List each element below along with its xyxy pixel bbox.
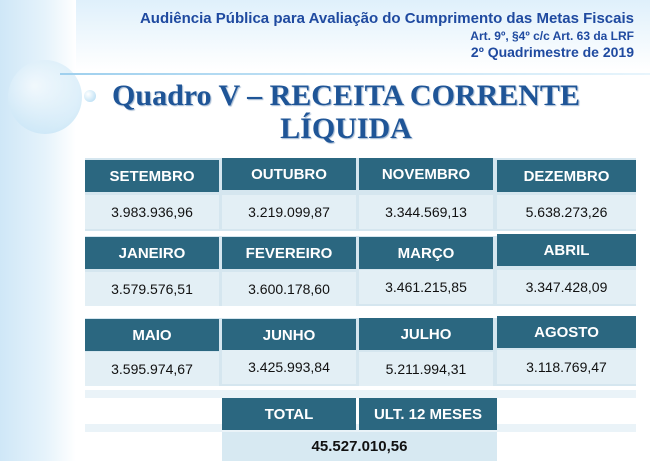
month-value-junho: 3.425.993,84 — [222, 350, 356, 384]
title-line-2: LÍQUIDA — [280, 112, 412, 145]
decor-bubble-large — [8, 60, 82, 134]
total-period-header: ULT. 12 MESES — [359, 398, 497, 430]
month-value-abril: 3.347.428,09 — [497, 270, 636, 304]
total-value: 45.527.010,56 — [222, 432, 497, 461]
month-value-janeiro: 3.579.576,51 — [85, 272, 219, 306]
header-period: 2º Quadrimestre de 2019 — [470, 44, 634, 60]
header-legal-reference: Art. 9º, §4º c/c Art. 63 da LRF — [470, 29, 634, 43]
header-title: Audiência Pública para Avaliação do Cump… — [139, 10, 634, 27]
month-header-julho: JULHO — [359, 318, 493, 350]
month-value-agosto: 3.118.769,47 — [497, 350, 636, 384]
header-band — [0, 0, 650, 70]
month-header-agosto: AGOSTO — [497, 316, 636, 348]
pale-band-1 — [85, 390, 636, 398]
slide-title: Quadro V – RECEITA CORRENTE LÍQUIDA — [96, 79, 596, 145]
month-header-outubro: OUTUBRO — [222, 158, 356, 190]
month-value-maio: 3.595.974,67 — [85, 352, 219, 386]
slide-header: Audiência Pública para Avaliação do Cump… — [140, 10, 634, 61]
total-header: TOTAL — [222, 398, 356, 430]
header-divider — [60, 73, 650, 75]
month-header-setembro: SETEMBRO — [85, 160, 219, 192]
month-value-novembro: 3.344.569,13 — [359, 195, 493, 229]
month-header-maio: MAIO — [85, 319, 219, 351]
month-value-setembro: 3.983.936,96 — [85, 195, 219, 229]
title-line-1: Quadro V – RECEITA CORRENTE — [112, 79, 580, 112]
month-value-marco: 3.461.215,85 — [359, 270, 493, 304]
month-value-julho: 5.211.994,31 — [359, 352, 493, 386]
month-header-junho: JUNHO — [222, 319, 356, 351]
month-header-novembro: NOVEMBRO — [359, 158, 493, 190]
month-value-outubro: 3.219.099,87 — [222, 195, 356, 229]
month-header-marco: MARÇO — [359, 237, 493, 269]
month-header-janeiro: JANEIRO — [85, 237, 219, 269]
month-header-dezembro: DEZEMBRO — [497, 160, 636, 192]
month-header-fevereiro: FEVEREIRO — [222, 237, 356, 269]
month-header-abril: ABRIL — [497, 234, 636, 266]
month-value-dezembro: 5.638.273,26 — [497, 195, 636, 229]
month-value-fevereiro: 3.600.178,60 — [222, 272, 356, 306]
decor-bubble-small — [84, 90, 96, 102]
